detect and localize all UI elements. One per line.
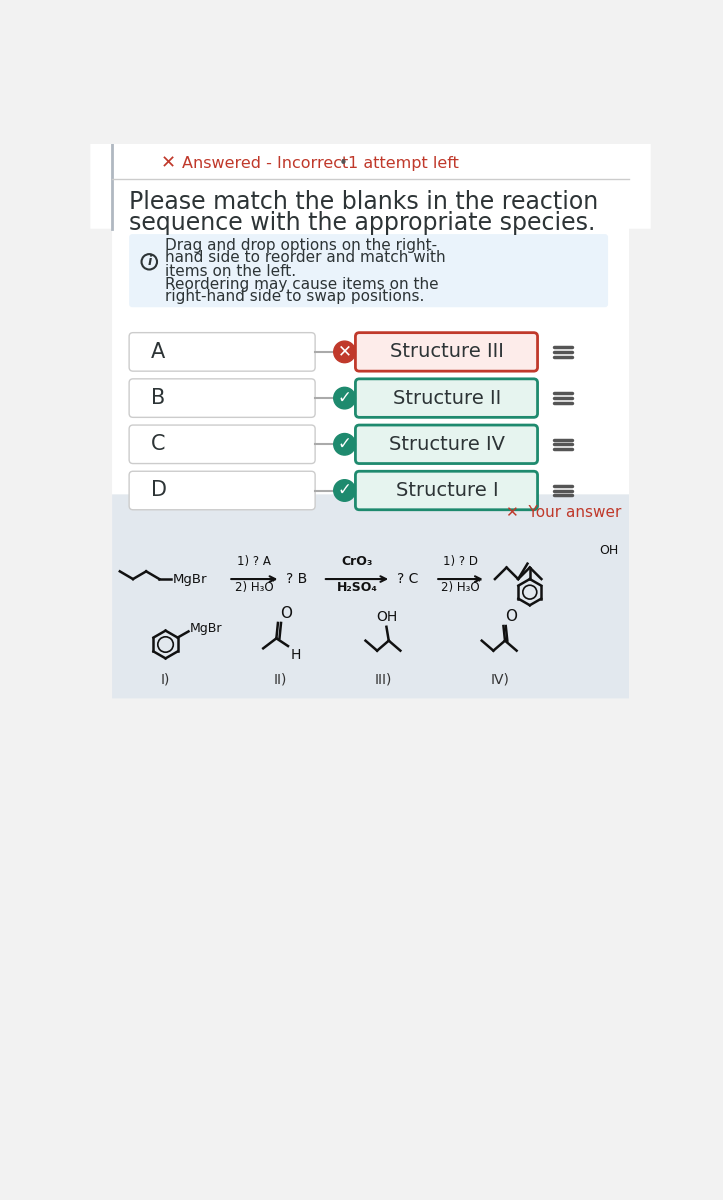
Text: 1) ? D: 1) ? D <box>442 556 478 569</box>
Text: Structure IV: Structure IV <box>389 434 505 454</box>
Text: 2) H₃O: 2) H₃O <box>441 581 479 594</box>
Text: C: C <box>151 434 166 455</box>
Circle shape <box>334 341 356 362</box>
FancyBboxPatch shape <box>356 425 537 463</box>
Text: O: O <box>280 606 291 622</box>
Text: A: A <box>151 342 165 362</box>
Text: ? B: ? B <box>286 572 308 586</box>
Text: Please match the blanks in the reaction: Please match the blanks in the reaction <box>129 190 599 214</box>
FancyBboxPatch shape <box>356 332 537 371</box>
Text: H₂SO₄: H₂SO₄ <box>336 581 377 594</box>
Text: right-hand side to swap positions.: right-hand side to swap positions. <box>165 289 424 304</box>
Text: Structure I: Structure I <box>395 481 498 500</box>
FancyBboxPatch shape <box>129 379 315 418</box>
Text: 2) H₃O: 2) H₃O <box>234 581 273 594</box>
Circle shape <box>334 388 356 409</box>
Text: B: B <box>151 388 165 408</box>
Text: 1 attempt left: 1 attempt left <box>348 156 458 170</box>
Text: ⁺: ⁺ <box>270 578 275 588</box>
Text: 1) ? A: 1) ? A <box>237 556 271 569</box>
FancyBboxPatch shape <box>129 472 315 510</box>
Text: •: • <box>338 156 347 170</box>
FancyBboxPatch shape <box>112 494 629 698</box>
Text: Structure III: Structure III <box>390 342 504 361</box>
FancyBboxPatch shape <box>129 332 315 371</box>
Text: Structure II: Structure II <box>393 389 501 408</box>
Text: I): I) <box>161 672 170 686</box>
Text: sequence with the appropriate species.: sequence with the appropriate species. <box>129 211 596 235</box>
Text: H: H <box>291 648 301 661</box>
Text: hand side to reorder and match with: hand side to reorder and match with <box>165 251 445 265</box>
Text: IV): IV) <box>490 672 509 686</box>
Text: ✓: ✓ <box>338 481 351 499</box>
Text: O: O <box>505 608 517 624</box>
Circle shape <box>334 433 356 455</box>
FancyBboxPatch shape <box>129 425 315 463</box>
Text: items on the left.: items on the left. <box>165 264 296 278</box>
Text: i: i <box>147 256 151 269</box>
FancyBboxPatch shape <box>356 472 537 510</box>
Text: Reordering may cause items on the: Reordering may cause items on the <box>165 277 438 292</box>
FancyBboxPatch shape <box>90 144 651 229</box>
Text: ✕: ✕ <box>161 155 176 173</box>
Text: ⁺: ⁺ <box>476 578 482 588</box>
FancyBboxPatch shape <box>129 234 608 307</box>
Text: CrO₃: CrO₃ <box>341 556 372 569</box>
Text: Drag and drop options on the right-: Drag and drop options on the right- <box>165 238 437 253</box>
Circle shape <box>334 480 356 502</box>
Text: ✕  Your answer: ✕ Your answer <box>506 504 621 520</box>
Text: MgBr: MgBr <box>190 622 223 635</box>
FancyBboxPatch shape <box>112 182 629 622</box>
Text: III): III) <box>375 672 392 686</box>
Text: II): II) <box>273 672 287 686</box>
Text: ✓: ✓ <box>338 389 351 407</box>
Text: ✓: ✓ <box>338 434 351 452</box>
FancyBboxPatch shape <box>356 379 537 418</box>
Text: ✕: ✕ <box>338 342 351 360</box>
Text: D: D <box>151 480 167 500</box>
Text: MgBr: MgBr <box>173 572 207 586</box>
Text: ? C: ? C <box>397 572 419 586</box>
Text: Answered - Incorrect: Answered - Incorrect <box>181 156 348 170</box>
Text: OH: OH <box>376 610 397 624</box>
Text: OH: OH <box>599 544 618 557</box>
